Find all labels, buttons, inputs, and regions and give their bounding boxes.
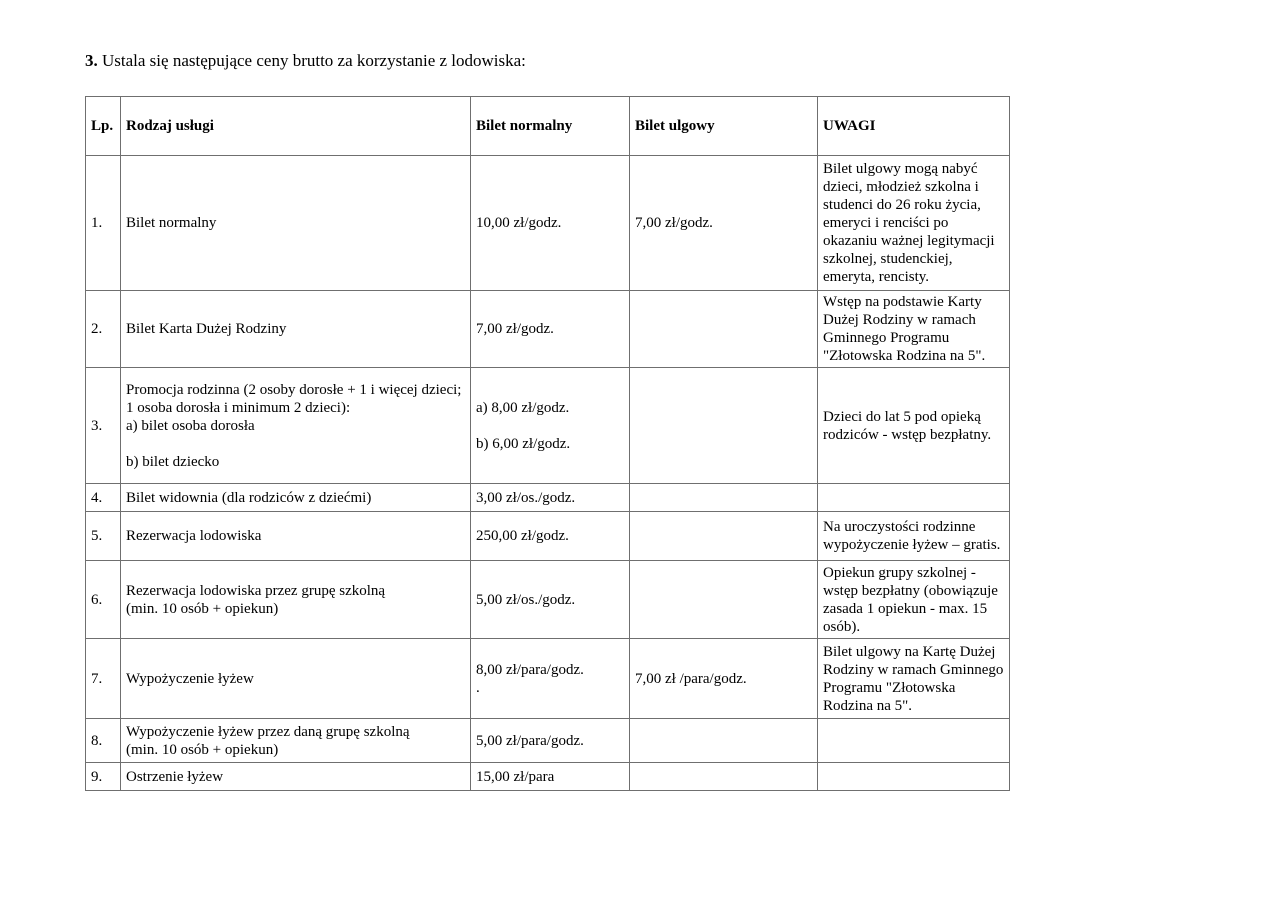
- cell-lp: 8.: [85, 718, 121, 763]
- table-row: 6. Rezerwacja lodowiska przez grupę szko…: [85, 560, 1010, 639]
- cell-reduced-price: [629, 290, 818, 368]
- table-row: 5. Rezerwacja lodowiska 250,00 zł/godz. …: [85, 511, 1010, 561]
- cell-normal-price: 8,00 zł/para/godz. .: [470, 638, 630, 719]
- cell-service: Ostrzenie łyżew: [120, 762, 471, 791]
- cell-lp: 3.: [85, 367, 121, 484]
- cell-service: Promocja rodzinna (2 osoby dorosłe + 1 i…: [120, 367, 471, 484]
- cell-lp: 4.: [85, 483, 121, 512]
- cell-normal-price: 3,00 zł/os./godz.: [470, 483, 630, 512]
- cell-reduced-price: 7,00 zł/godz.: [629, 155, 818, 291]
- cell-normal-price: a) 8,00 zł/godz. b) 6,00 zł/godz.: [470, 367, 630, 484]
- cell-notes: [817, 718, 1010, 763]
- cell-service: Bilet Karta Dużej Rodziny: [120, 290, 471, 368]
- cell-service: Rezerwacja lodowiska: [120, 511, 471, 561]
- price-table: Lp. Rodzaj usługi Bilet normalny Bilet u…: [85, 96, 1010, 791]
- cell-lp: 2.: [85, 290, 121, 368]
- table-row: 2. Bilet Karta Dużej Rodziny 7,00 zł/god…: [85, 290, 1010, 368]
- cell-normal-price: 5,00 zł/para/godz.: [470, 718, 630, 763]
- cell-notes: Bilet ulgowy mogą nabyć dzieci, młodzież…: [817, 155, 1010, 291]
- cell-notes: Wstęp na podstawie Karty Dużej Rodziny w…: [817, 290, 1010, 368]
- table-row: 4. Bilet widownia (dla rodziców z dziećm…: [85, 483, 1010, 512]
- table-header-row: Lp. Rodzaj usługi Bilet normalny Bilet u…: [85, 96, 1010, 156]
- page-title: 3. Ustala się następujące ceny brutto za…: [85, 50, 526, 71]
- cell-reduced-price: [629, 718, 818, 763]
- cell-reduced-price: [629, 511, 818, 561]
- cell-notes: Na uroczystości rodzinne wypożyczenie ły…: [817, 511, 1010, 561]
- col-header-service: Rodzaj usługi: [120, 96, 471, 156]
- cell-lp: 9.: [85, 762, 121, 791]
- cell-normal-price: 10,00 zł/godz.: [470, 155, 630, 291]
- table-row: 1. Bilet normalny 10,00 zł/godz. 7,00 zł…: [85, 155, 1010, 291]
- cell-normal-price: 15,00 zł/para: [470, 762, 630, 791]
- col-header-notes: UWAGI: [817, 96, 1010, 156]
- cell-reduced-price: [629, 483, 818, 512]
- cell-normal-price: 7,00 zł/godz.: [470, 290, 630, 368]
- table-row: 3. Promocja rodzinna (2 osoby dorosłe + …: [85, 367, 1010, 484]
- cell-reduced-price: 7,00 zł /para/godz.: [629, 638, 818, 719]
- title-number: 3.: [85, 51, 98, 70]
- cell-lp: 1.: [85, 155, 121, 291]
- cell-reduced-price: [629, 762, 818, 791]
- cell-service: Wypożyczenie łyżew: [120, 638, 471, 719]
- cell-notes: [817, 762, 1010, 791]
- col-header-reduced-ticket: Bilet ulgowy: [629, 96, 818, 156]
- cell-lp: 6.: [85, 560, 121, 639]
- table-row: 8. Wypożyczenie łyżew przez daną grupę s…: [85, 718, 1010, 763]
- cell-notes: [817, 483, 1010, 512]
- cell-lp: 5.: [85, 511, 121, 561]
- col-header-lp: Lp.: [85, 96, 121, 156]
- cell-service: Bilet widownia (dla rodziców z dziećmi): [120, 483, 471, 512]
- cell-lp: 7.: [85, 638, 121, 719]
- cell-reduced-price: [629, 367, 818, 484]
- cell-normal-price: 5,00 zł/os./godz.: [470, 560, 630, 639]
- cell-service: Rezerwacja lodowiska przez grupę szkolną…: [120, 560, 471, 639]
- title-text: Ustala się następujące ceny brutto za ko…: [102, 51, 526, 70]
- cell-notes: Opiekun grupy szkolnej - wstęp bezpłatny…: [817, 560, 1010, 639]
- cell-service: Bilet normalny: [120, 155, 471, 291]
- cell-notes: Dzieci do lat 5 pod opieką rodziców - ws…: [817, 367, 1010, 484]
- cell-normal-price: 250,00 zł/godz.: [470, 511, 630, 561]
- cell-notes: Bilet ulgowy na Kartę Dużej Rodziny w ra…: [817, 638, 1010, 719]
- cell-reduced-price: [629, 560, 818, 639]
- col-header-normal-ticket: Bilet normalny: [470, 96, 630, 156]
- cell-service: Wypożyczenie łyżew przez daną grupę szko…: [120, 718, 471, 763]
- table-row: 9. Ostrzenie łyżew 15,00 zł/para: [85, 762, 1010, 791]
- table-row: 7. Wypożyczenie łyżew 8,00 zł/para/godz.…: [85, 638, 1010, 719]
